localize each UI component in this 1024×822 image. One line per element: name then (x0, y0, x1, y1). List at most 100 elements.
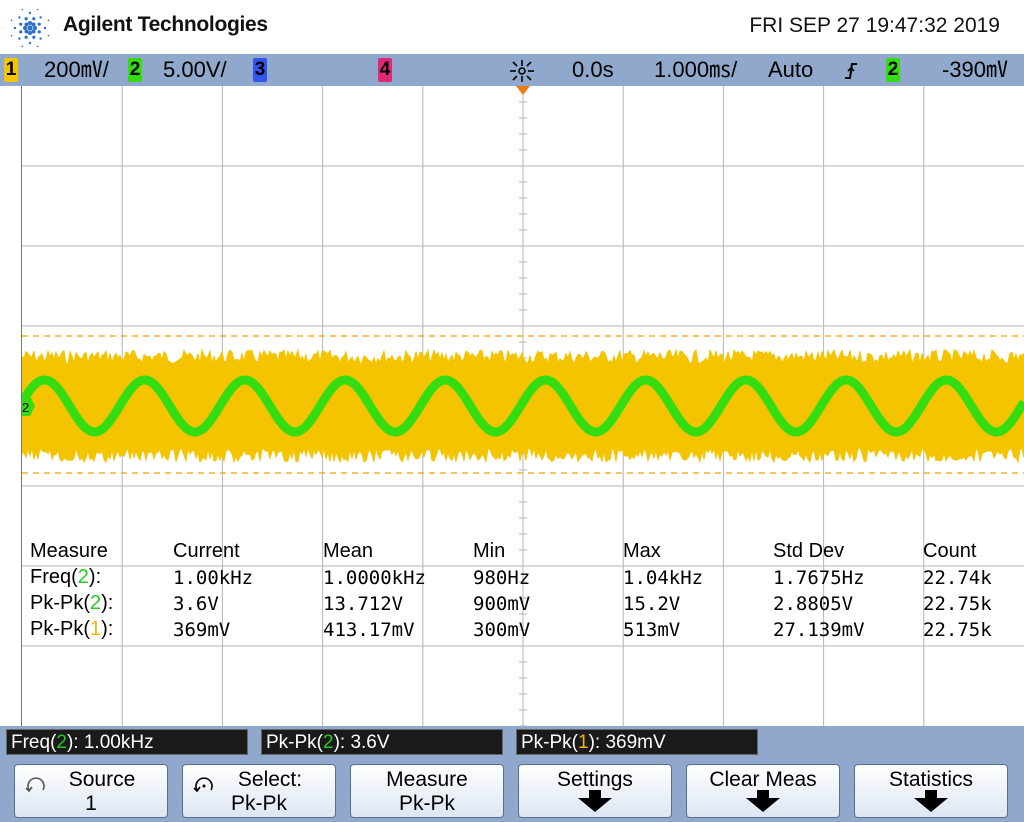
channel-2-badge[interactable]: 2 (128, 58, 142, 82)
logo-dot (24, 35, 28, 39)
logo-dot (19, 30, 23, 34)
down-arrow-icon (757, 790, 769, 800)
status-channel: 2 (323, 732, 334, 753)
logo-dot (28, 31, 32, 35)
channel-3-badge[interactable]: 3 (253, 58, 267, 82)
down-arrow-icon (914, 798, 948, 812)
clear-meas-softkey[interactable]: Clear Meas (686, 764, 840, 818)
measure-min-value: 900mV (473, 593, 531, 615)
channel-4-badge[interactable]: 4 (378, 58, 392, 82)
measure-current-value: 1.00kHz (173, 567, 254, 589)
logo-dot (47, 34, 50, 37)
softkey-label: Settings (557, 768, 633, 791)
measure-mean-value: 13.712V (323, 593, 404, 615)
channel-2-ground-marker (22, 396, 35, 416)
time-delay[interactable]: 0.0s (572, 57, 614, 82)
trigger-mode[interactable]: Auto (768, 57, 814, 82)
logo-dot (21, 45, 24, 48)
logo-dot (31, 29, 36, 34)
time-scale[interactable]: 1.000㎳/ (654, 57, 737, 83)
measure-row-name: Pk-Pk(2): (30, 592, 113, 615)
trigger-level-unit: ㎷ (986, 57, 1009, 82)
logo-dot (47, 19, 50, 22)
logo-dot (21, 8, 24, 11)
logo-dot (24, 22, 29, 27)
channel-1-scale-value: 200 (44, 57, 81, 82)
status-freq-ch2: Freq(2): 1.00kHz (6, 729, 248, 755)
measure-std-value: 2.8805V (773, 593, 854, 615)
trigger-position-icon (510, 60, 534, 82)
logo-dot (28, 21, 32, 25)
logo-dot (43, 26, 47, 30)
logo-dot (37, 30, 41, 34)
softkey-value: 1 (85, 792, 97, 815)
measure-header-count: Count (923, 540, 977, 562)
channel-1-badge[interactable]: 1 (4, 58, 18, 82)
logo-dot (23, 26, 27, 30)
logo-dot (39, 37, 42, 40)
logo-dot (37, 22, 41, 26)
channel-1-scale-unit: ㎷/ (80, 57, 109, 82)
logo-dot (36, 8, 39, 11)
channel-2-sine-wave (22, 375, 1024, 437)
measure-std-value: 27.139mV (773, 619, 865, 641)
softkey-value: Pk-Pk (398, 792, 455, 815)
trigger-source-badge[interactable]: 2 (886, 58, 900, 82)
channel-markers: 2 (22, 396, 35, 416)
measurement-status-bar: Freq(2): 1.00kHz Pk-Pk(2): 3.6V Pk-Pk(1)… (0, 726, 1024, 760)
trigger-level[interactable]: -390㎷ (942, 57, 1008, 83)
measure-close: ): (101, 592, 114, 614)
measure-softkey[interactable]: Measure Pk-Pk (350, 764, 504, 818)
measure-header-max: Max (623, 540, 661, 562)
measure-channel: 2 (90, 592, 102, 614)
measure-close: ): (101, 618, 114, 640)
channel-2-waveform (22, 375, 1024, 437)
measure-max-value: 15.2V (623, 593, 681, 615)
logo-dot (10, 34, 13, 37)
trigger-position-marker (516, 86, 530, 95)
measure-count-value: 22.74k (923, 567, 992, 589)
channel-2-ground-label: 2 (22, 400, 29, 415)
status-value: ): 1.00kHz (66, 732, 154, 753)
select-softkey[interactable]: Select: Pk-Pk (182, 764, 336, 818)
measure-header-current: Current (173, 540, 240, 562)
logo-dot (13, 26, 17, 30)
softkey-bar: Source 1 Select: Pk-Pk Measure Pk-Pk Set… (0, 760, 1024, 822)
measure-name: Pk-Pk( (30, 618, 90, 640)
brand-name: Agilent Technologies (63, 13, 268, 36)
measure-std-value: 1.7675Hz (773, 567, 865, 589)
measure-close: ): (88, 566, 102, 588)
measure-header-std-dev: Std Dev (773, 540, 845, 562)
waveform-display[interactable]: 2 Measure Current Mean Min Max Std Dev Count Fr… (21, 86, 1024, 726)
logo-dot (19, 22, 23, 26)
softkey-label: Statistics (888, 768, 974, 791)
status-label: Freq( (11, 732, 57, 753)
down-arrow-icon (746, 798, 780, 812)
status-pkpk-ch2: Pk-Pk(2): 3.6V (261, 729, 503, 755)
status-channel: 2 (56, 732, 67, 753)
trigger-slope-icon (845, 63, 857, 79)
measure-mean-value: 1.0000kHz (323, 567, 426, 589)
measure-header-measure: Measure (30, 540, 108, 562)
rotate-knob-icon (193, 777, 213, 793)
measure-max-value: 513mV (623, 619, 681, 641)
source-softkey[interactable]: Source 1 (14, 764, 168, 818)
measure-mean-value: 413.17mV (323, 619, 415, 641)
measure-header-min: Min (473, 540, 506, 562)
logo-dot (18, 37, 21, 40)
channel-2-scale[interactable]: 5.00V/ (163, 57, 227, 82)
status-pkpk-ch1: Pk-Pk(1): 369mV (516, 729, 758, 755)
measure-count-value: 22.75k (923, 619, 992, 641)
down-arrow-icon (578, 798, 612, 812)
down-arrow-icon (589, 790, 601, 800)
status-channel: 1 (578, 732, 589, 753)
measure-min-value: 980Hz (473, 567, 531, 589)
measure-current-value: 369mV (173, 619, 231, 641)
time-scale-unit: ㎳/ (709, 57, 738, 82)
channel-1-scale[interactable]: 200㎷/ (44, 57, 109, 83)
rotate-knob-icon (25, 777, 45, 793)
softkey-value: Pk-Pk (230, 792, 287, 815)
statistics-softkey[interactable]: Statistics (854, 764, 1008, 818)
settings-softkey[interactable]: Settings (518, 764, 672, 818)
logo-dot (36, 45, 39, 48)
